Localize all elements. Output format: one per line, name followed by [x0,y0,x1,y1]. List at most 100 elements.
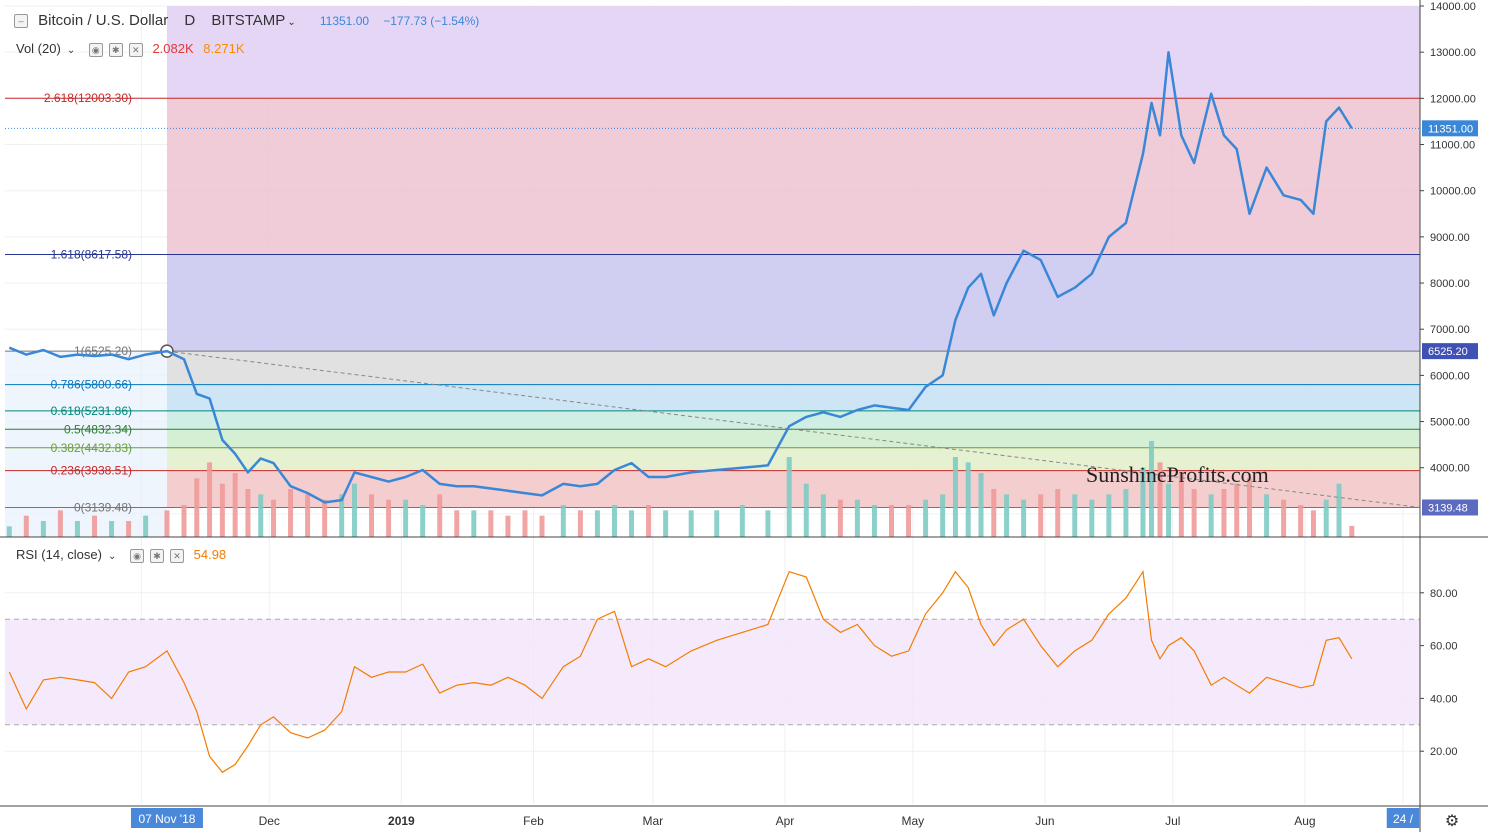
price-tick-label: 10000.00 [1430,186,1476,198]
price-marker-label: 11351.00 [1428,123,1473,135]
volume-bar [1208,494,1214,537]
volume-bar [1264,494,1270,537]
volume-bar [906,505,912,537]
volume-bar [991,489,997,537]
volume-bar [1021,499,1027,537]
volume-bar [288,489,294,537]
fib-zone [166,351,1421,385]
volume-bar [1123,489,1129,537]
chevron-down-icon[interactable]: ⌄ [107,551,117,562]
volume-bar [560,505,566,537]
volume-bar [629,510,635,537]
volume-bar [143,515,149,537]
volume-bar [688,510,694,537]
price-marker[interactable] [1422,120,1478,137]
volume-bar [522,510,528,537]
volume-bar [437,494,443,537]
volume-bar [420,505,426,537]
volume-bar [1323,499,1329,537]
volume-bar [786,457,792,537]
price-marker[interactable] [1422,499,1478,516]
volume-bar [386,499,392,537]
trend-line[interactable] [160,344,1421,508]
fib-level-label: 1.618(8617.58) [51,248,132,262]
gear-icon[interactable]: ⚙ [1445,813,1459,830]
date-marker[interactable] [130,808,203,828]
volume-bar [952,457,958,537]
price-tick-label: 14000.00 [1430,1,1476,13]
symbol-name[interactable]: Bitcoin / U.S. Dollar [38,12,169,29]
price-marker-label: 6525.20 [1428,346,1468,358]
rsi-band [5,619,1420,725]
fib-zone [166,384,1421,411]
fib-level-label: 0.382(4432.83) [51,441,132,455]
volume-bar [1221,489,1227,537]
rsi-tick-label: 40.00 [1430,693,1458,705]
volume-label[interactable]: Vol (20) [16,41,61,56]
fibonacci-retracement[interactable]: 2.618(12003.30)1.618(8617.58)1(6525.20)0… [5,6,1421,537]
volume-bar [803,483,809,537]
volume-bar [1106,494,1112,537]
eye-icon[interactable]: ◉ [88,42,103,57]
volume-bar [92,515,98,537]
volume-bar [978,473,984,537]
gear-icon[interactable]: ✱ [108,42,123,57]
chevron-down-icon[interactable]: ⌄ [66,45,76,56]
volume-bar [369,494,375,537]
fib-level-label: 0.786(5800.66) [51,378,132,392]
volume-bar [181,505,187,537]
time-tick-label: Feb [523,814,544,828]
volume-bar [74,521,80,537]
interval-label[interactable]: D [184,12,196,29]
volume-bar [232,473,238,537]
close-icon[interactable]: ✕ [170,548,184,563]
volume-bar [871,505,877,537]
volume-bar [126,521,132,537]
volume-bar [164,510,170,537]
volume-bar [837,499,843,537]
exchange-label[interactable]: BITSTAMP [211,12,286,29]
fib-level-label: 0.236(3938.51) [51,464,132,478]
fib-zone [166,6,1421,99]
close-icon[interactable]: ✕ [128,42,143,57]
price-marker[interactable] [1422,343,1478,360]
volume-bar [454,510,460,537]
volume-bar [1349,525,1355,537]
volume-bar [646,505,652,537]
volume-bar [1072,494,1078,537]
volume-bar [258,494,264,537]
volume-bar [539,515,545,537]
collapse-icon[interactable]: – [14,14,28,29]
volume-bar [663,510,669,537]
time-tick-label: Dec [259,814,280,828]
volume-bar [403,499,409,537]
volume-bar [40,521,46,537]
volume-bar [351,483,357,537]
price-tick-label: 5000.00 [1430,417,1470,429]
gear-icon[interactable]: ✱ [150,548,164,563]
volume-bar [765,510,771,537]
time-tick-label: Aug [1294,814,1315,828]
fib-zone-left [5,351,167,537]
price-change: −177.73 (−1.54%) [383,14,480,28]
volume-bar [1089,499,1095,537]
time-tick-label: Mar [642,814,663,828]
chevron-down-icon[interactable]: ⌄ [287,17,296,28]
date-marker-label: 07 Nov '18 [138,812,195,826]
rsi-pane [0,536,1488,774]
date-marker[interactable] [1386,808,1420,828]
volume-bar [1004,494,1010,537]
volume-bar [1281,499,1287,537]
rsi-label[interactable]: RSI (14, close) [16,547,102,562]
volume-value-2: 8.271K [203,41,245,56]
price-line [8,50,1353,504]
volume-bar [577,510,583,537]
volume-bar [1191,489,1197,537]
eye-icon[interactable]: ◉ [130,548,144,563]
volume-bar [207,462,213,537]
volume-bar [714,510,720,537]
volume-bar [1038,494,1044,537]
date-marker-label: 24 / [1393,812,1414,826]
volume-bar [1140,467,1146,537]
